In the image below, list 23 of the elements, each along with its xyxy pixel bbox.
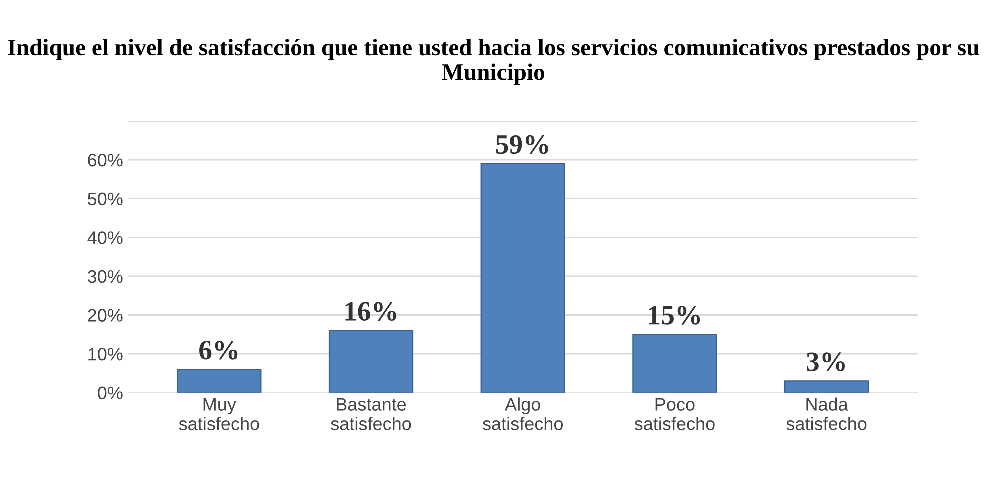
bar xyxy=(480,163,566,393)
bar xyxy=(177,369,262,393)
data-label: 59% xyxy=(496,135,548,154)
data-label: 15% xyxy=(649,306,700,325)
y-tick-label: 40% xyxy=(88,232,123,244)
y-tick-label: 0% xyxy=(98,386,123,400)
bar xyxy=(784,380,870,393)
data-label: 6% xyxy=(200,341,238,360)
x-tick-label: Bastante satisfecho xyxy=(331,398,412,430)
y-tick-label: 10% xyxy=(88,348,123,361)
y-tick-label: 50% xyxy=(88,192,123,206)
x-tick-label: Poco satisfecho xyxy=(634,398,715,430)
data-label: 16% xyxy=(346,302,396,322)
bar xyxy=(328,330,414,393)
x-tick-label: Muy satisfecho xyxy=(179,398,260,430)
bar xyxy=(632,334,718,393)
y-tick-label: 60% xyxy=(88,154,123,167)
y-tick-label: 30% xyxy=(88,270,123,284)
chart-title: Indique el nivel de satisfacción que tiene usted hacia los servicios comunicativos prestados por su Municipio xyxy=(8,38,980,86)
x-tick-label: Algo satisfecho xyxy=(482,398,563,430)
x-tick-label: Nada satisfecho xyxy=(786,398,867,430)
y-tick-label: 20% xyxy=(88,309,123,322)
data-label: 3% xyxy=(807,352,846,372)
